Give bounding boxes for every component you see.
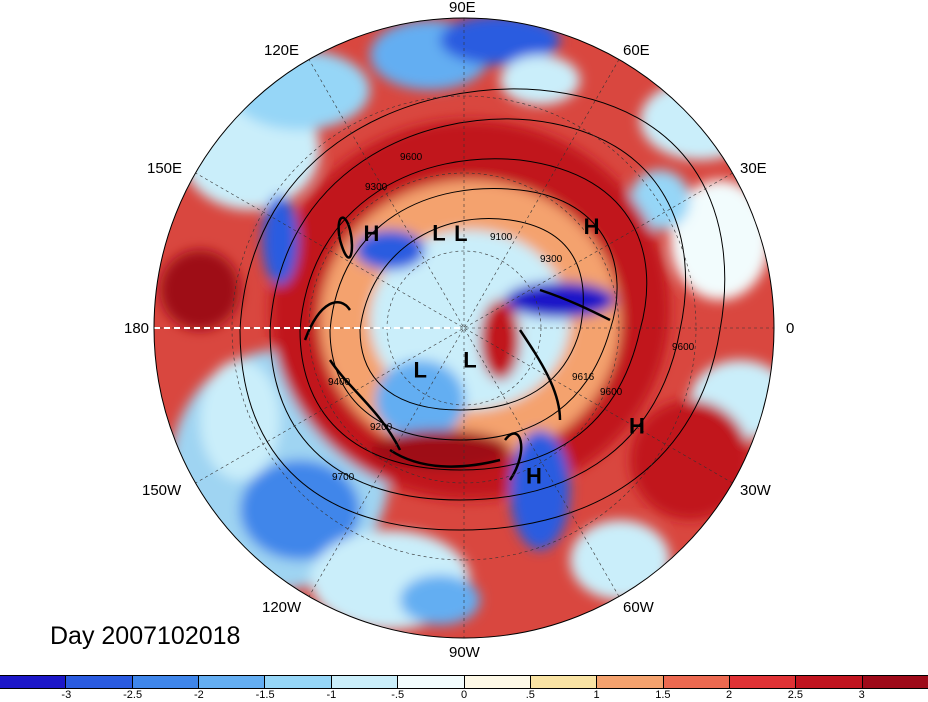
colorbar-cell-6 [398,676,465,688]
colorbar [0,675,928,689]
high-pressure-label-6: H [526,464,542,489]
colorbar-label-12: 3 [858,689,865,701]
anomaly-field [160,18,774,630]
colorbar-cell-2 [132,676,200,688]
map-border [153,17,775,639]
day-title: Day 2007102018 [50,622,241,650]
contour-label-9: 9600 [672,342,695,353]
colorbar-label-3: -1.5 [255,689,275,701]
lon-label-180: 180 [124,320,150,337]
colorbar-cell-9 [597,676,664,688]
low-pressure-label-4: L [413,358,426,383]
lon-label-30e: 30E [740,160,767,177]
colorbar-cell-11 [729,676,797,688]
high-pressure-label-0: H [363,221,379,246]
colorbar-cell-4 [265,676,332,688]
lon-label-90w: 90W [449,644,480,661]
jet-contours [303,216,611,481]
contour-label-2: 9100 [490,232,513,243]
lon-label-90e: 90E [449,0,476,16]
lon-label-0: 0 [786,320,795,337]
low-pressure-label-5: L [463,348,476,373]
contour-label-8: 9616 [572,372,595,383]
contour-label-4: 9600 [600,387,623,398]
contour-label-3: 9300 [540,254,563,265]
colorbar-label-5: -.5 [391,689,405,701]
colorbar-label-9: 1.5 [655,689,671,701]
contour-label-1: 9300 [365,182,388,193]
high-pressure-label-7: H [629,414,645,439]
colorbar-cell-3 [199,676,266,688]
colorbar-label-7: .5 [525,689,535,701]
lon-label-150w: 150W [142,482,182,499]
lon-label-120w: 120W [262,599,302,616]
contour-labels: 9600 9300 9100 9300 9600 9400 9200 9700 9616 9600 [328,152,695,483]
colorbar-label-6: 0 [460,689,468,701]
colorbar-label-8: 1 [593,689,600,701]
colorbar-cell-12 [796,676,863,688]
lon-label-150e: 150E [147,160,183,177]
height-contours [239,88,726,531]
contour-label-0: 9600 [400,152,423,163]
contour-label-7: 9700 [332,472,355,483]
colorbar-cell-1 [66,676,133,688]
contour-label-5: 9400 [328,377,351,388]
pressure-centers: H L L HL LHH [363,214,645,489]
colorbar-cell-7 [464,676,531,688]
colorbar-label-1: -2.5 [123,689,143,701]
colorbar-cell-8 [530,676,598,688]
high-pressure-label-3: H [584,214,600,239]
colorbar-cell-5 [331,676,399,688]
lon-label-60w: 60W [623,599,654,616]
lon-label-120e: 120E [264,42,300,59]
colorbar-label-11: 2.5 [787,689,804,701]
colorbar-cell-0 [0,676,67,688]
colorbar-cell-13 [862,676,928,688]
low-pressure-label-2: L [454,221,467,246]
colorbar-label-10: 2 [726,689,733,701]
colorbar-label-0: -3 [61,689,72,701]
colorbar-label-4: -1 [326,689,337,701]
low-pressure-label-1: L [432,221,445,246]
colorbar-label-2: -2 [194,689,204,701]
lon-label-60e: 60E [623,42,650,59]
colorbar-cell-10 [663,676,730,688]
contour-label-6: 9200 [370,422,393,433]
lon-label-30w: 30W [740,482,771,499]
